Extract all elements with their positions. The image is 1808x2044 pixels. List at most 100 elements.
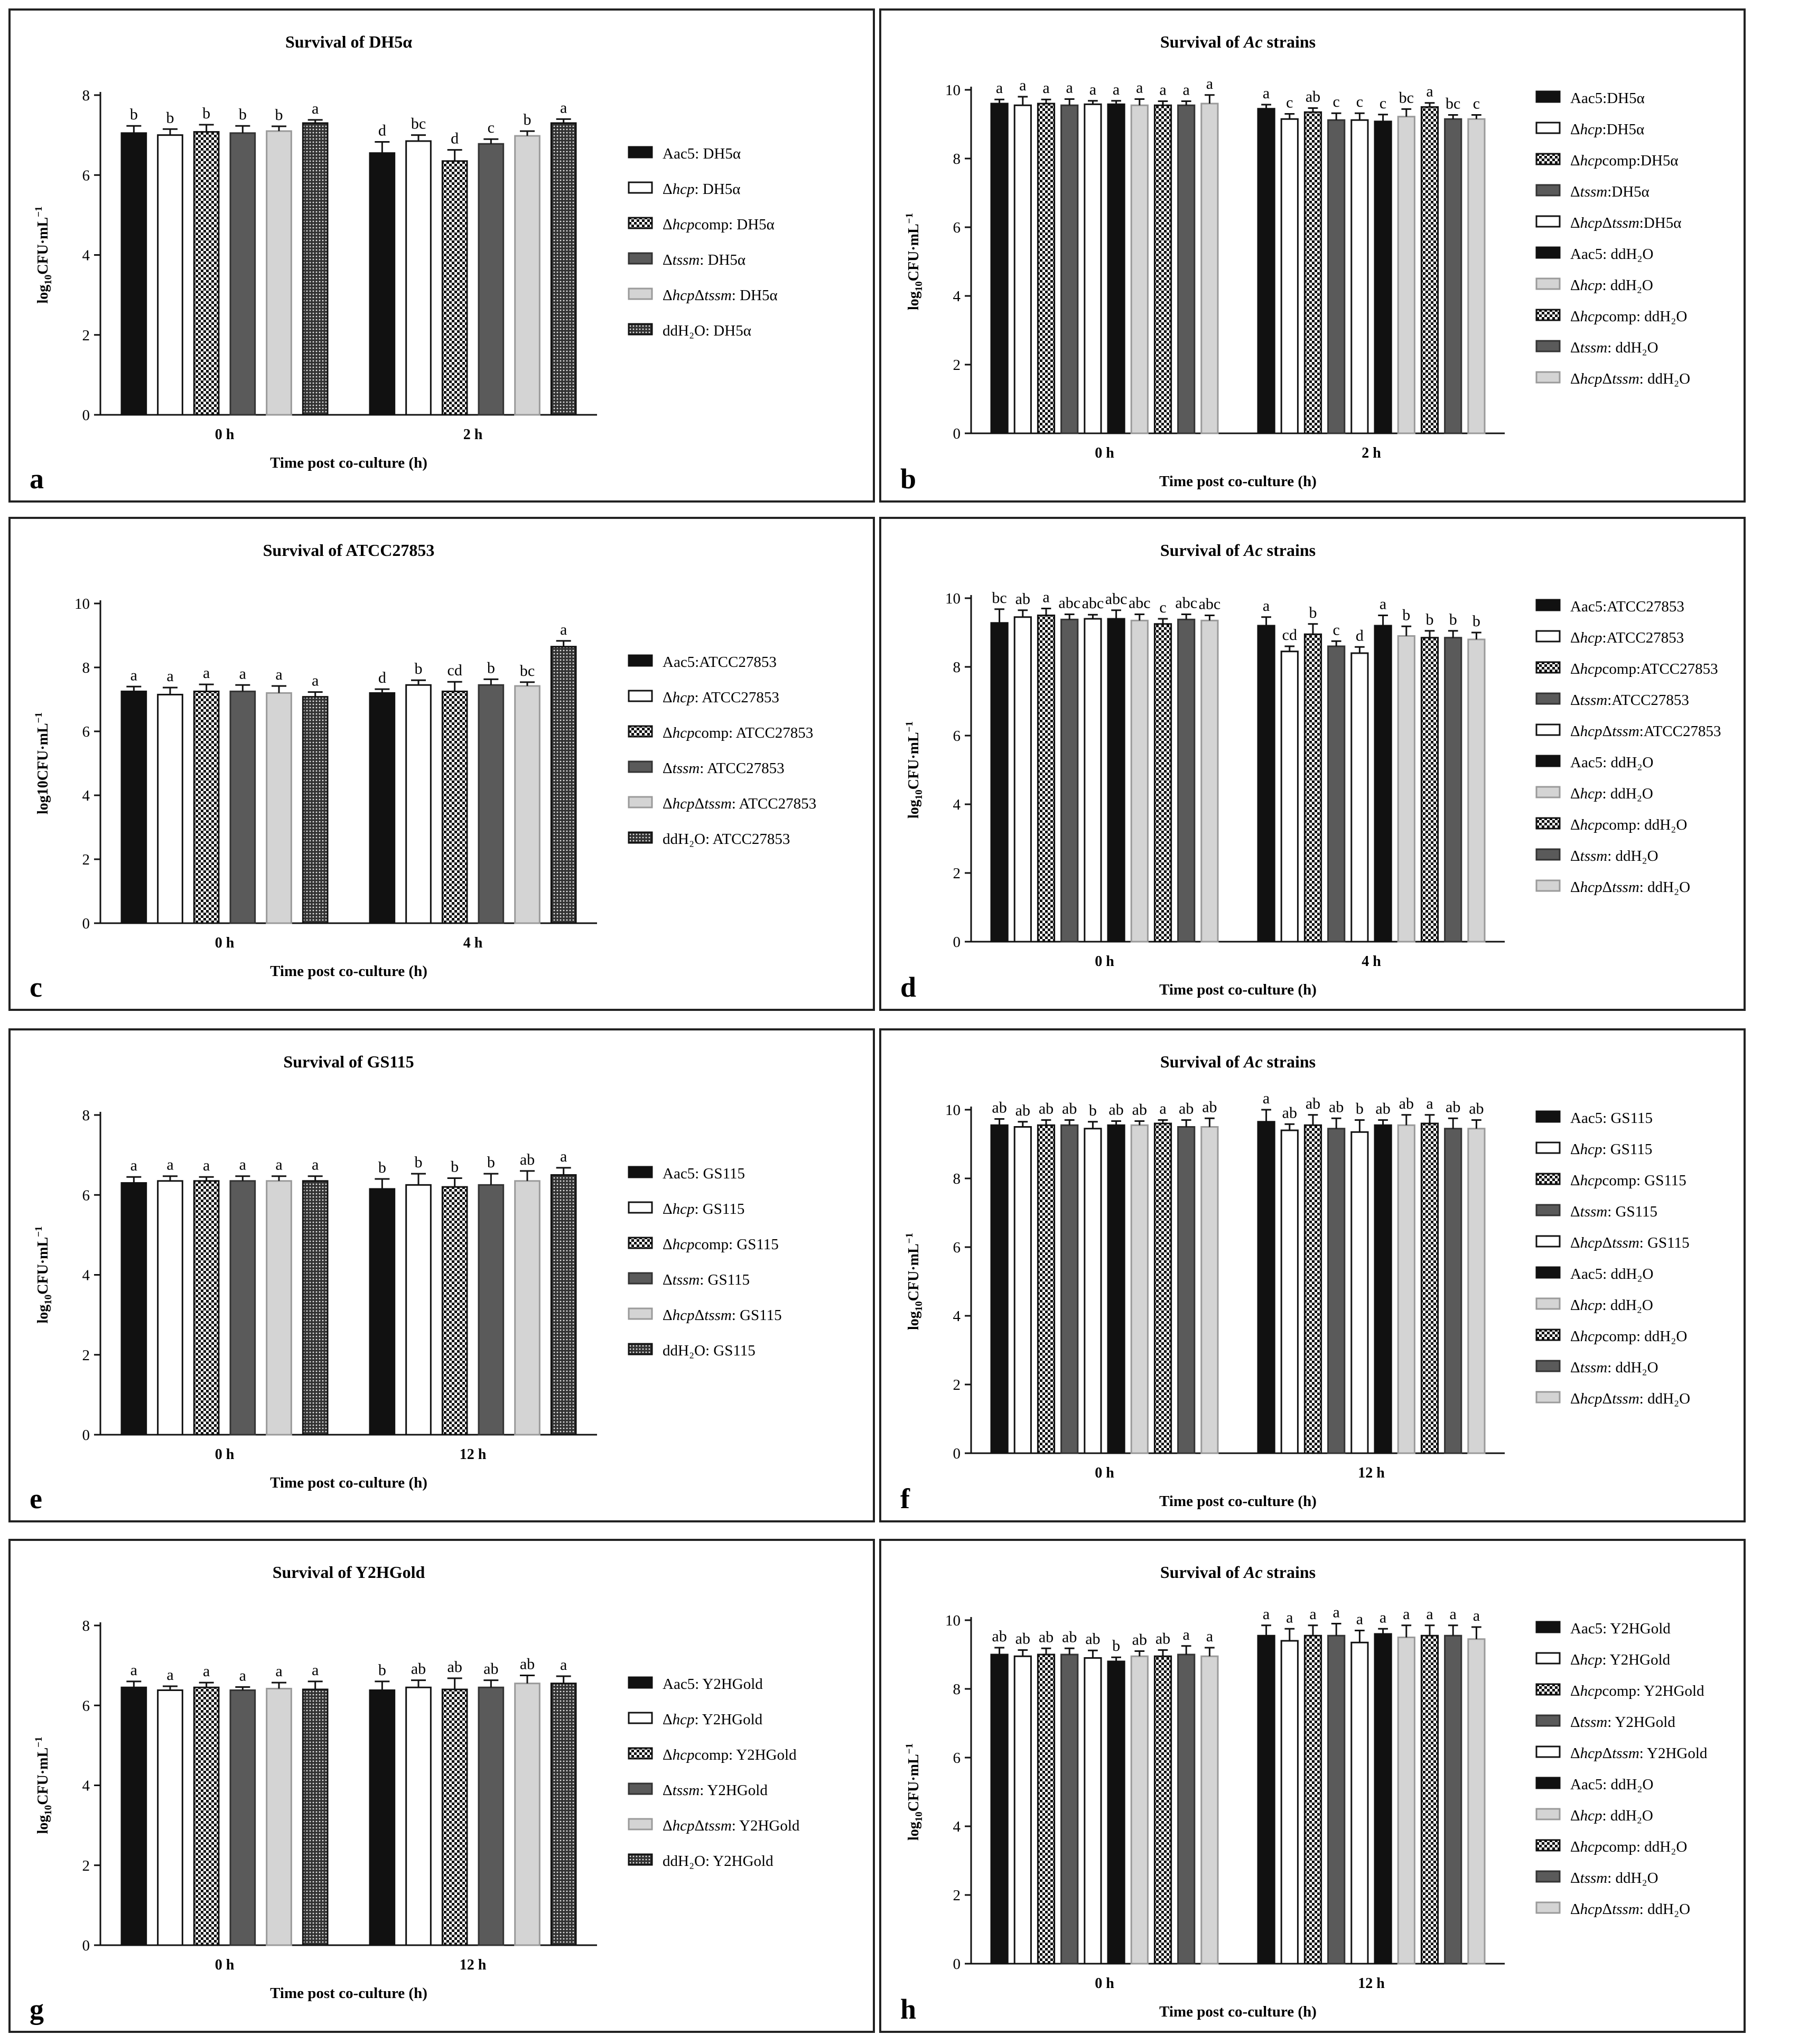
bar [229, 132, 256, 416]
bar [1350, 119, 1369, 434]
bar [1013, 1655, 1032, 1965]
legend-label: Aac5: Y2HGold [663, 1676, 763, 1693]
bar [478, 1686, 505, 1946]
bar [405, 140, 432, 416]
bar [405, 1184, 432, 1436]
significance-label: c [1286, 94, 1293, 112]
bar [193, 690, 220, 924]
legend-label: Δtssm: GS115 [663, 1271, 750, 1288]
significance-label: a [1263, 1605, 1270, 1623]
significance-label: b [202, 105, 210, 122]
legend-swatch [1535, 661, 1561, 674]
y-tick-label: 4 [953, 796, 961, 813]
bar [1444, 637, 1462, 943]
significance-label: ab [1132, 1101, 1147, 1118]
significance-label: bc [520, 662, 535, 680]
x-axis-label: Time post co-culture (h) [270, 1474, 427, 1491]
y-tick-label: 4 [82, 1267, 90, 1284]
legend-swatch [1535, 848, 1561, 861]
legend-swatch [628, 217, 653, 229]
bar [193, 131, 220, 416]
legend-swatch [1535, 1173, 1561, 1185]
significance-label: ab [520, 1151, 535, 1168]
legend-label: Δtssm: ATCC27853 [663, 760, 785, 777]
significance-label: b [378, 1159, 386, 1176]
y-tick-label: 2 [82, 327, 90, 344]
significance-label: c [1356, 93, 1363, 110]
bar [1200, 103, 1219, 434]
legend-label: Δhcpcomp: ddH₂O [1570, 816, 1687, 833]
significance-label: ab [1085, 1630, 1100, 1648]
significance-label: a [239, 665, 246, 682]
significance-label: abc [1105, 590, 1127, 608]
significance-label: a [1042, 79, 1049, 97]
legend-swatch [1535, 277, 1561, 290]
legend-swatch [1535, 1621, 1561, 1633]
legend-label: ΔhcpΔtssm: GS115 [1570, 1234, 1690, 1251]
legend-label: Aac5: DH5α [663, 145, 741, 162]
bar [1397, 635, 1415, 943]
y-axis-label: log10CFU·mL−1 [33, 207, 54, 304]
significance-label: d [451, 130, 459, 147]
significance-label: d [378, 122, 386, 139]
legend-label: Δhcp: Y2HGold [663, 1711, 763, 1728]
significance-label: a [275, 1662, 282, 1680]
bar [550, 646, 577, 924]
legend-swatch [1535, 90, 1561, 103]
significance-label: a [275, 666, 282, 683]
legend-swatch [1535, 1235, 1561, 1248]
significance-label: cd [448, 662, 462, 679]
significance-label: a [1042, 589, 1049, 606]
significance-label: bc [992, 589, 1006, 607]
significance-label: ab [1132, 1631, 1147, 1649]
y-axis-label: log10CFU·mL−1 [904, 1233, 925, 1330]
significance-label: a [560, 1656, 567, 1674]
x-axis-label: Time post co-culture (h) [270, 1985, 427, 2002]
legend-label: Aac5: Y2HGold [1570, 1620, 1671, 1637]
legend-label: Δtssm: DH5α [663, 252, 745, 268]
x-category-label: 12 h [1358, 1975, 1385, 1992]
significance-label: b [524, 111, 532, 128]
bar [1084, 618, 1102, 943]
legend-label: ddH₂O: DH5α [663, 322, 751, 339]
bar [1444, 1128, 1462, 1454]
bar [1303, 111, 1322, 434]
significance-label: a [203, 1662, 210, 1680]
bar [1130, 1655, 1149, 1965]
y-axis-label: log10CFU·mL−1 [33, 712, 51, 814]
bar [1107, 618, 1125, 943]
bar [266, 1180, 292, 1436]
significance-label: abc [1129, 594, 1151, 612]
bar [514, 1180, 540, 1436]
bar [441, 1186, 468, 1436]
significance-label: b [415, 1154, 423, 1171]
bar [1037, 1124, 1056, 1454]
y-tick-label: 6 [953, 1750, 961, 1767]
significance-label: a [1159, 81, 1166, 98]
bar [1060, 1124, 1079, 1454]
legend-label: ddH₂O: GS115 [663, 1342, 756, 1359]
bar [266, 692, 292, 924]
bar [478, 684, 505, 924]
legend-swatch [628, 796, 653, 809]
bar [405, 684, 432, 924]
bar [1257, 1634, 1275, 1965]
bar [1420, 1634, 1439, 1965]
significance-label: c [1159, 599, 1166, 616]
x-axis-label: Time post co-culture (h) [1159, 981, 1317, 998]
y-axis-label: log10CFU·mL−1 [904, 1743, 925, 1841]
legend-label: Δhcpcomp:DH5α [1570, 152, 1679, 169]
significance-label: b [1426, 611, 1434, 628]
x-axis-label: Time post co-culture (h) [270, 963, 427, 980]
legend-label: ΔhcpΔtssm: DH5α [663, 287, 778, 304]
significance-label: b [451, 1158, 459, 1175]
bar [369, 1188, 396, 1436]
significance-label: a [1286, 1609, 1293, 1626]
y-tick-label: 2 [82, 1857, 90, 1874]
legend-swatch [1535, 1110, 1561, 1123]
bar [1374, 1124, 1392, 1454]
legend-label: Aac5: ddH₂O [1570, 246, 1654, 263]
legend-label: ddH₂O: Y2HGold [663, 1853, 773, 1870]
y-tick-label: 0 [82, 915, 90, 932]
chart-panel-e: Survival of GS115 0 2 4 6 8 log10CFU·mL−1 a a a a a… [8, 1028, 875, 1522]
